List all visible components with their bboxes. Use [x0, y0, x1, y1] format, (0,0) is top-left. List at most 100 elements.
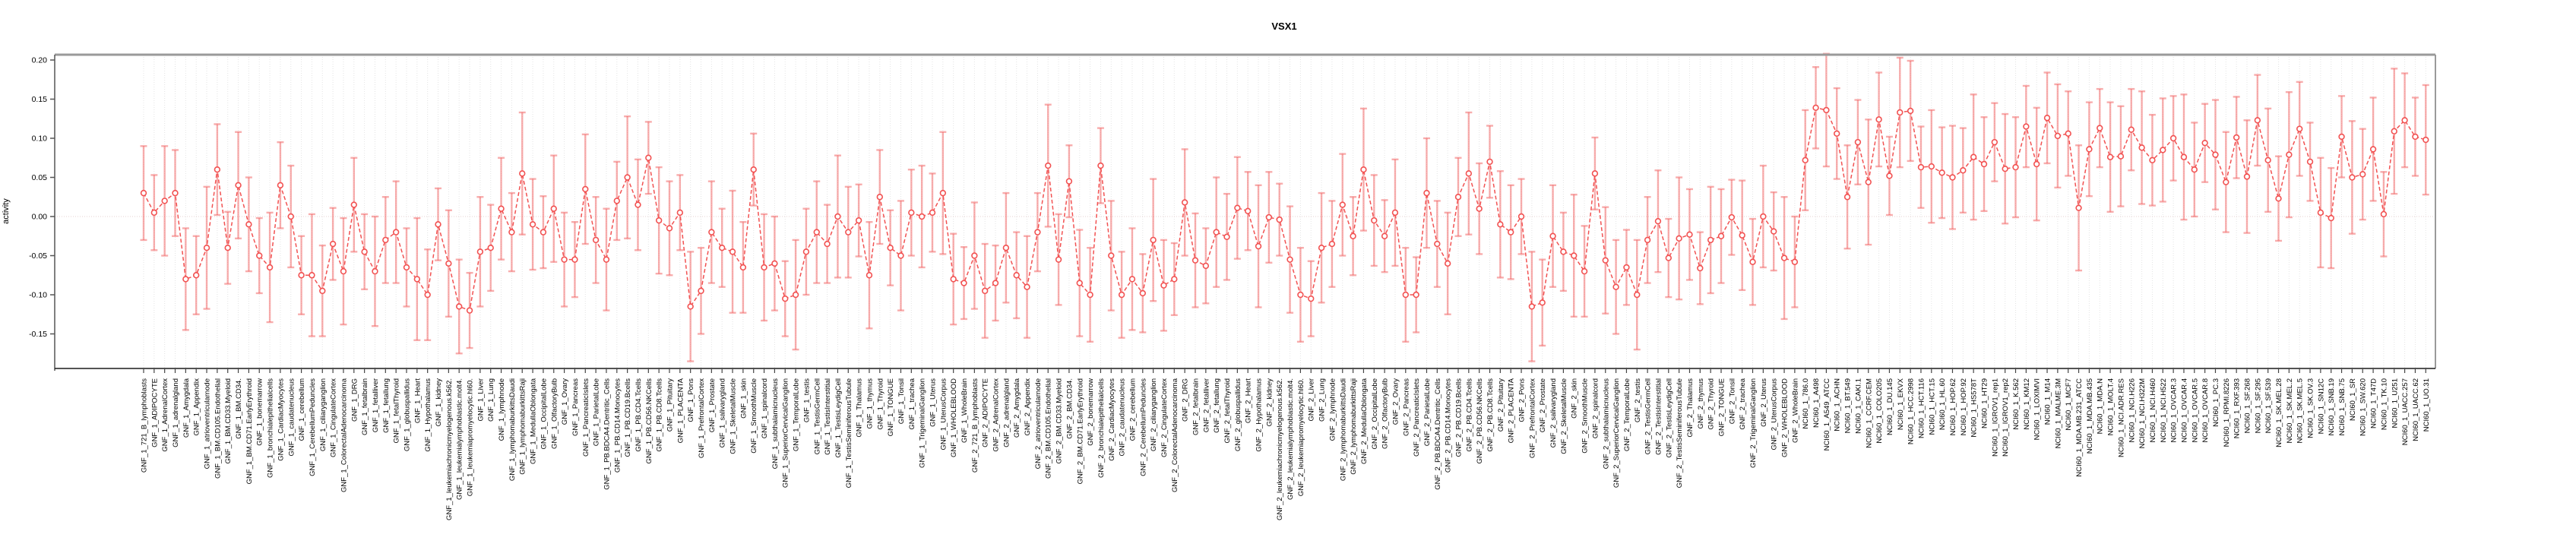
data-point — [1843, 194, 1851, 201]
category-label: GNF_2_PB.CD19.Bcells — [1455, 378, 1464, 457]
data-point — [1654, 217, 1662, 225]
category-label: GNF_2_bronchialepithelialcells — [1097, 378, 1106, 478]
category-label: GNF_1_ColorectalAdenocarcinoma — [340, 378, 348, 492]
data-point — [2359, 171, 2366, 178]
category-label: GNF_1_trachea — [908, 378, 916, 429]
y-tick-label: 0.20 — [32, 56, 48, 65]
data-point — [1928, 163, 1935, 170]
category-label: GNF_1_adrenalgland — [172, 378, 180, 447]
category-label: GNF_2_spinalcord — [1591, 378, 1600, 438]
data-point — [2296, 125, 2303, 132]
category-label: GNF_1_ciliaryganglion — [319, 378, 328, 451]
category-label: NCI60_1_IGROV1_rep1 — [1991, 378, 1999, 457]
data-point — [1413, 291, 1419, 299]
data-point — [834, 213, 841, 220]
data-point — [1297, 291, 1304, 299]
category-label: GNF_2_globuspallidus — [1234, 378, 1242, 451]
data-point — [382, 236, 389, 244]
category-label: GNF_2_PrefrontalCortex — [1528, 378, 1536, 458]
category-label: GNF_1_PB.CD14.Monocytes — [613, 378, 622, 473]
data-point — [1097, 162, 1104, 169]
data-point — [1854, 138, 1862, 146]
category-label: NCI60_1_MDA.MB.231_ATCC — [2075, 378, 2084, 477]
category-label: GNF_1_Heart — [413, 378, 422, 423]
category-label: GNF_1_leukemiapromyelocytic.hl60. — [467, 378, 475, 496]
data-point — [1402, 291, 1410, 299]
data-point — [1970, 153, 1977, 160]
data-point — [2338, 133, 2345, 141]
data-point — [540, 229, 547, 236]
category-label: NCI60_1_SK.MEL.28 — [2275, 378, 2283, 447]
data-point — [2328, 214, 2334, 222]
category-label: GNF_2_CardiacMyocytes — [1108, 378, 1116, 461]
category-label: NCI60_1_COLO205 — [1875, 378, 1884, 444]
data-point — [1517, 213, 1525, 220]
data-point — [1234, 204, 1241, 211]
data-point — [2180, 153, 2188, 160]
data-point — [1065, 178, 1073, 185]
data-point — [150, 209, 158, 217]
data-point — [1865, 179, 1872, 185]
category-label: NCI60_1_EKVX — [1897, 378, 1905, 430]
data-point — [1497, 221, 1504, 228]
category-label: GNF_1_SkeletalMuscle — [729, 378, 738, 454]
data-point — [1697, 264, 1704, 272]
data-point — [1571, 252, 1578, 259]
data-point — [1686, 231, 1693, 238]
data-point — [698, 287, 704, 295]
category-label: NCI60_1_OVCAR.5 — [2191, 378, 2199, 442]
data-point — [2149, 157, 2156, 164]
category-label: NCI60_1_MDA.N — [2097, 378, 2105, 435]
category-label: NCI60_1_OVCAR.4 — [2180, 378, 2188, 442]
data-point — [1160, 282, 1167, 289]
data-point — [603, 256, 610, 263]
category-label: GNF_2_thymus — [1697, 378, 1705, 429]
category-label: GNF_2_leukemialymphoblastic.molt4. — [1286, 378, 1295, 500]
category-label: GNF_1_atrioventricularnode — [204, 378, 212, 469]
category-label: GNF_2_WholeBrain — [1791, 378, 1799, 443]
data-point — [2191, 166, 2198, 173]
data-point — [413, 276, 421, 283]
category-label: GNF_1_Uterus — [929, 378, 938, 427]
data-point — [2097, 125, 2103, 131]
data-point — [403, 264, 410, 271]
data-point — [666, 225, 673, 232]
data-point — [1834, 130, 1840, 138]
category-label: GNF_1_cerebellum — [298, 378, 306, 441]
data-point — [2075, 204, 2082, 211]
category-label: NCI60_1_CAKI.1 — [1854, 378, 1862, 434]
data-point — [1823, 106, 1830, 114]
category-label: GNF_1_fetalbrain — [361, 378, 369, 435]
data-point — [750, 166, 757, 173]
category-label: GNF_1_PancreaticIslets — [582, 378, 590, 457]
data-point — [2369, 146, 2377, 153]
category-label: GNF_2_fetalliver — [1202, 378, 1210, 432]
category-label: NCI60_1_HL.60 — [1938, 378, 1947, 430]
data-point — [466, 307, 473, 314]
category-label: GNF_1_WholeBrain — [960, 378, 969, 443]
category-label: GNF_1_BM.CD34. — [235, 378, 243, 439]
category-label: NCI60_1_TK.10 — [2380, 378, 2388, 430]
category-label: GNF_2_Pituitary — [1497, 378, 1505, 432]
category-label: GNF_2_TestisGermCell — [1644, 378, 1653, 454]
category-label: GNF_1_SmoothMuscle — [750, 378, 758, 454]
data-point — [1644, 236, 1651, 244]
category-label: NCI60_1_NCI.H226 — [2128, 378, 2136, 443]
data-point — [435, 221, 441, 228]
data-point — [687, 303, 694, 310]
category-label: GNF_2_Prostate — [1539, 378, 1547, 432]
data-point — [2117, 153, 2125, 160]
category-label: NCI60_1_SN12C — [2317, 378, 2325, 435]
category-label: NCI60_1_UACC.62 — [2412, 378, 2420, 441]
category-label: GNF_1_fetalliver — [372, 378, 380, 432]
data-point — [1055, 256, 1062, 263]
category-label: GNF_1_BM.CD33.Myeloid — [224, 378, 233, 463]
category-label: GNF_1_Pancreas — [571, 378, 580, 436]
data-point — [172, 189, 179, 197]
category-label: NCI60_1_SF.295 — [2254, 378, 2262, 433]
data-point — [2033, 160, 2040, 168]
data-point — [1549, 232, 1556, 239]
data-point — [1276, 216, 1283, 223]
data-point — [350, 201, 357, 208]
series-line — [143, 106, 2426, 311]
